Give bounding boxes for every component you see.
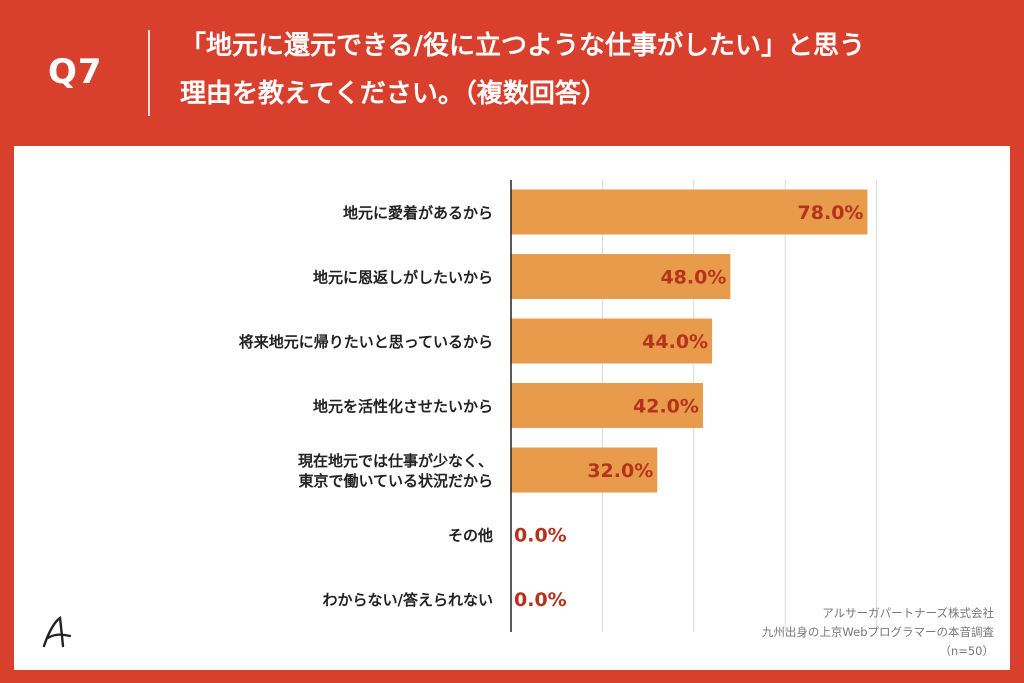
- bar-3: [511, 383, 703, 428]
- category-label-4-line-1: 東京で働いている状況だから: [298, 472, 493, 490]
- title-line-1: 「地元に還元できる/役に立つような仕事がしたい」と思う: [180, 31, 865, 61]
- bar-0: [511, 189, 868, 235]
- footer: アルサーガパートナーズ株式会社 九州出身の上京Webプログラマーの本音調査 （n…: [762, 604, 994, 661]
- category-label-3: 地元を活性化させたいから: [313, 398, 493, 416]
- category-label-1: 地元に恩返しがしたいから: [313, 269, 493, 287]
- value-label-6: 0.0%: [514, 589, 567, 611]
- category-label-5: その他: [448, 527, 493, 545]
- value-label-1: 48.0%: [660, 267, 726, 289]
- bar-2: [511, 318, 713, 364]
- value-label-3: 42.0%: [633, 396, 699, 418]
- footer-survey: 九州出身の上京Webプログラマーの本音調査: [761, 625, 994, 639]
- page-title: 「地元に還元できる/役に立つような仕事がしたい」と思う 理由を教えてください。（…: [180, 22, 990, 118]
- company-logo: [36, 612, 76, 652]
- category-label-0: 地元に愛着があるから: [343, 204, 493, 222]
- footer-sample: （n=50）: [939, 644, 994, 658]
- bar-1: [511, 254, 731, 299]
- value-label-5: 0.0%: [514, 525, 567, 547]
- logo-mark-icon: [42, 615, 72, 648]
- header-divider: [148, 30, 150, 116]
- title-line-2: 理由を教えてください。（複数回答）: [180, 79, 607, 109]
- value-label-2: 44.0%: [642, 331, 708, 353]
- value-label-4: 32.0%: [587, 460, 653, 482]
- category-label-6: わからない/答えられない: [323, 591, 493, 609]
- footer-company: アルサーガパートナーズ株式会社: [822, 606, 994, 620]
- header: Q7 「地元に還元できる/役に立つような仕事がしたい」と思う 理由を教えてくださ…: [0, 0, 1024, 145]
- bar-4: [511, 447, 658, 493]
- category-label-2: 将来地元に帰りたいと思っているから: [239, 333, 493, 351]
- category-label-4-line-0: 現在地元では仕事が少なく、: [298, 452, 493, 470]
- question-number: Q7: [48, 52, 103, 92]
- value-label-0: 78.0%: [798, 202, 864, 224]
